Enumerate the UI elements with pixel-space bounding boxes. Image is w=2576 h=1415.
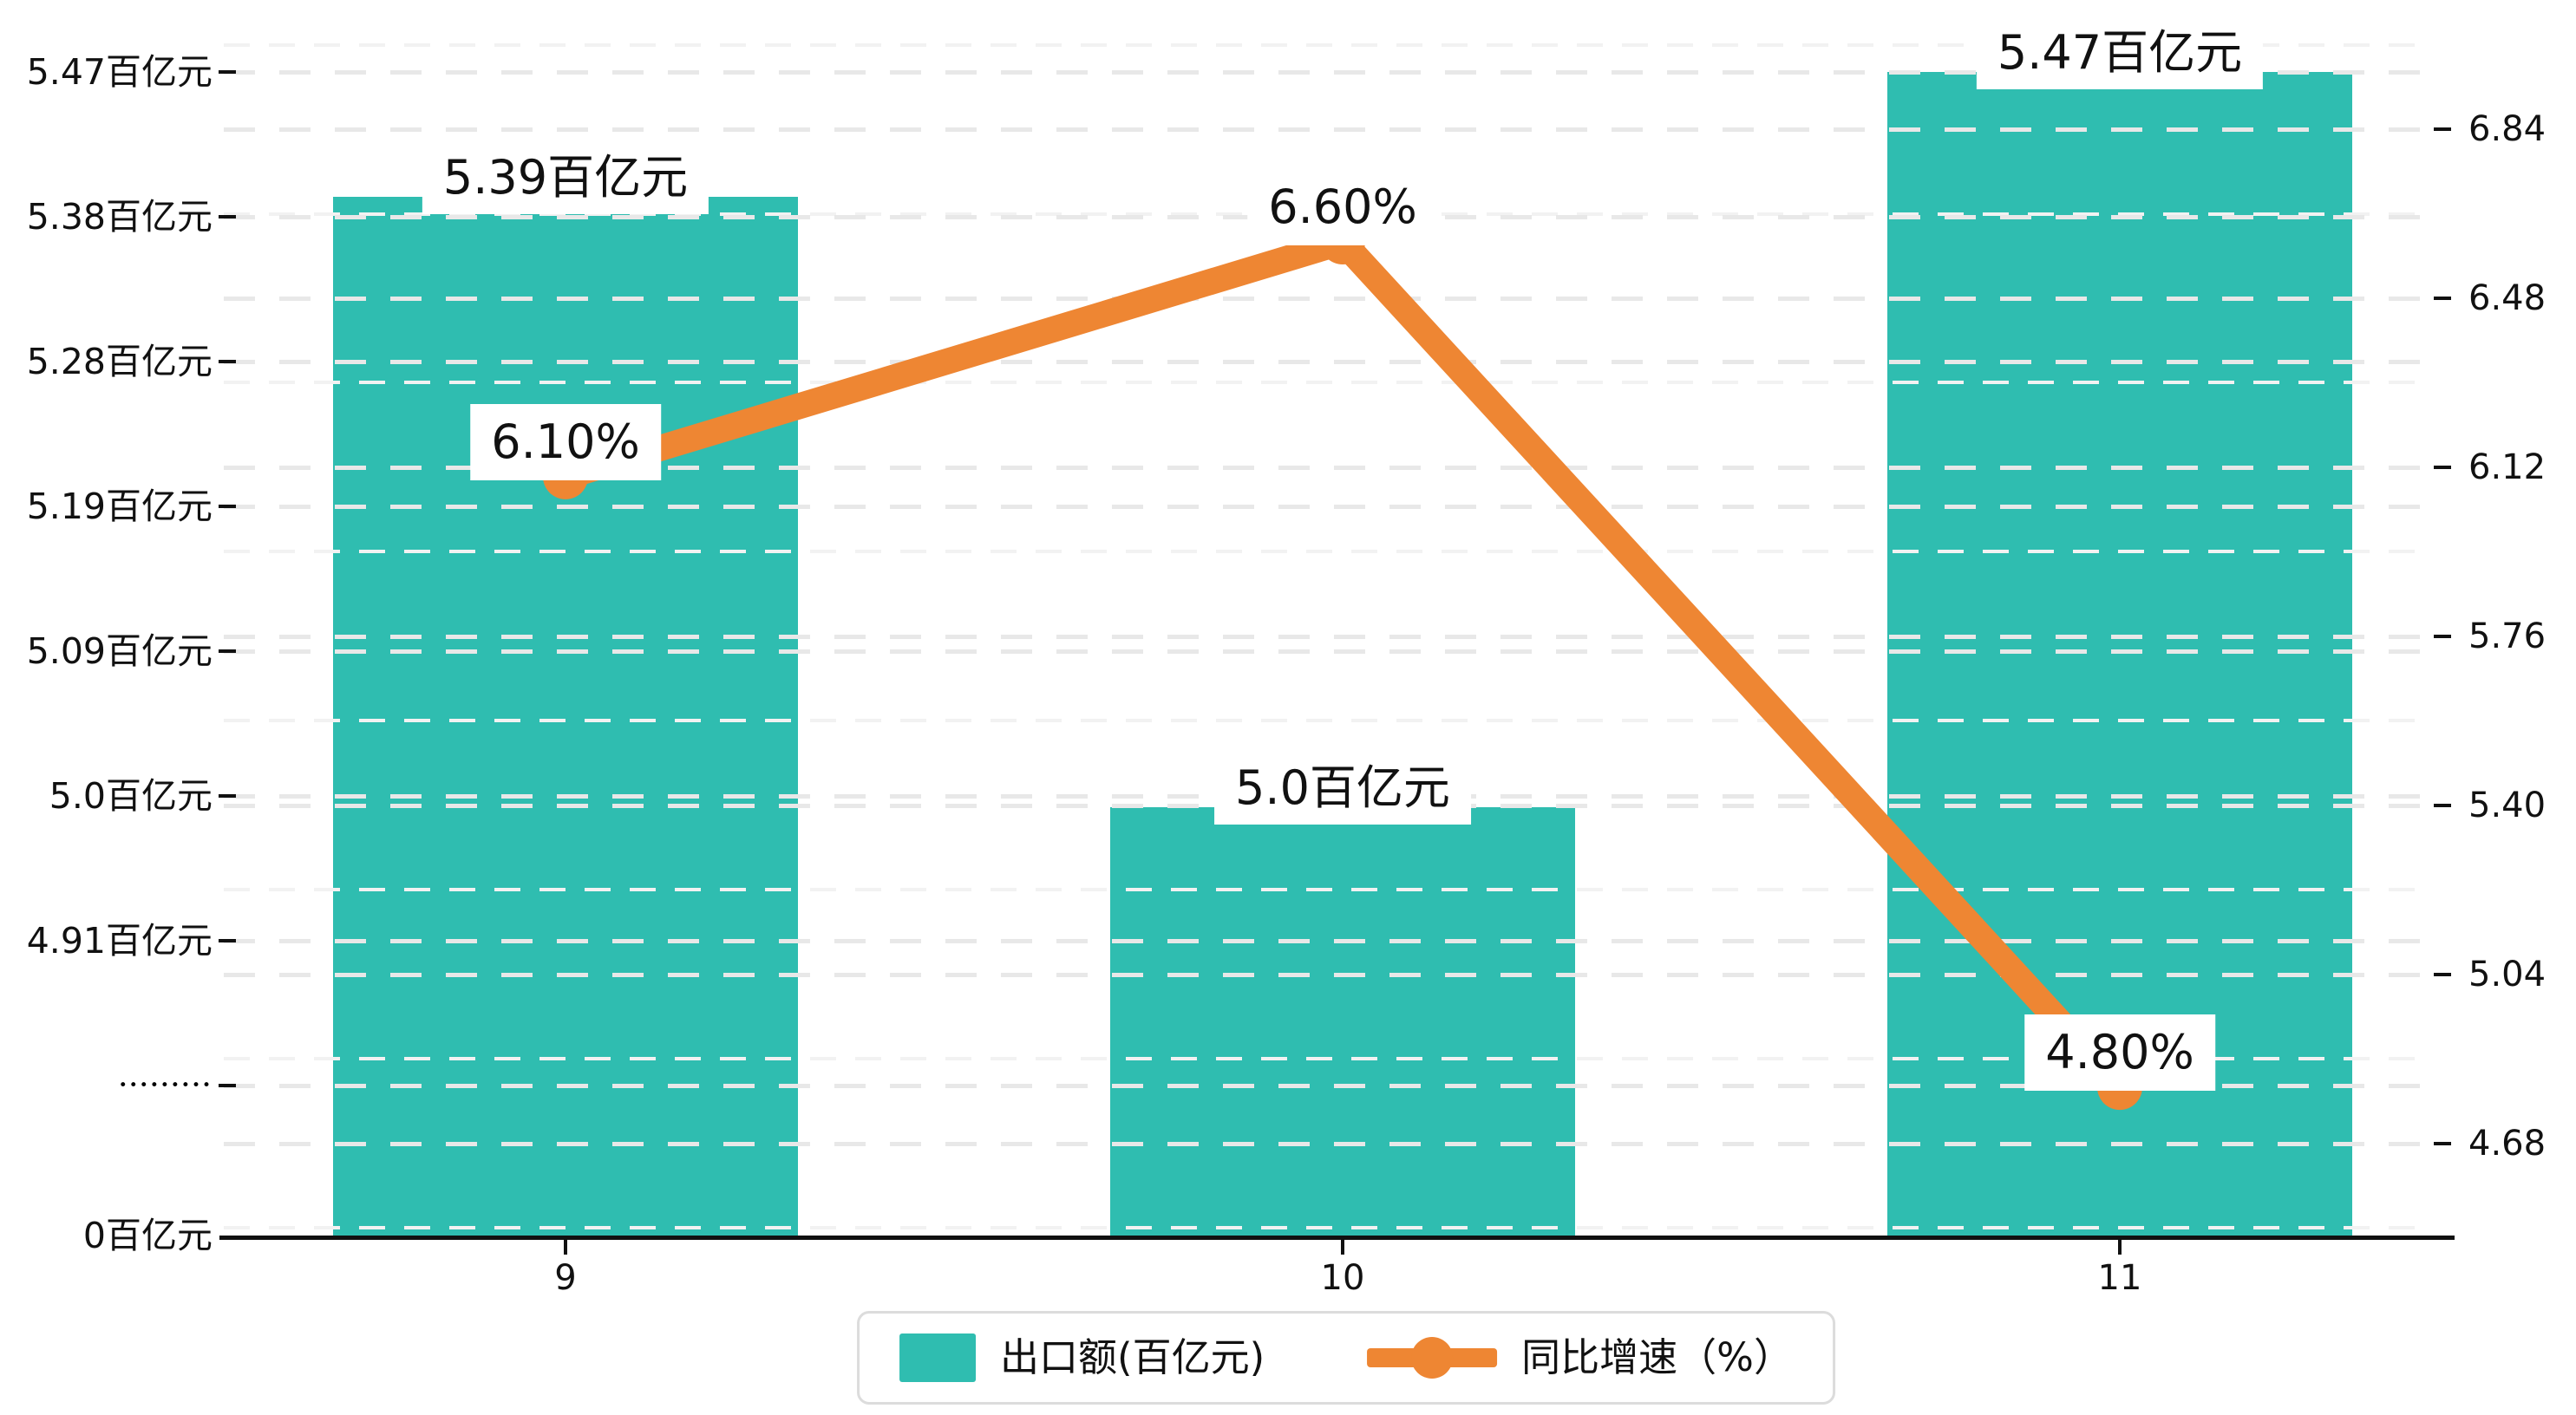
gridline-major <box>224 649 2429 654</box>
x-axis-tick-label: 11 <box>2097 1258 2142 1298</box>
left-axis-tick-label: 5.28百亿元 <box>26 341 212 382</box>
left-axis-break-dots: ••••••••• <box>118 1077 212 1094</box>
right-tick-mark <box>2434 297 2451 300</box>
gridline-minor <box>224 1057 2429 1060</box>
gridline-major <box>224 360 2429 364</box>
right-tick-mark <box>2434 466 2451 469</box>
line-point-label: 6.60% <box>1247 169 1438 245</box>
right-tick-mark <box>2434 973 2451 976</box>
left-tick-mark <box>219 794 236 798</box>
gridline-minor <box>224 550 2429 553</box>
right-axis-tick-label: 6.84 <box>2468 109 2547 149</box>
bar-series-swatch-icon <box>899 1333 977 1382</box>
right-axis-tick-label: 5.76 <box>2468 616 2547 656</box>
right-tick-mark <box>2434 635 2451 638</box>
left-axis-tick-label: 5.47百亿元 <box>26 51 212 93</box>
left-axis-tick-label: 5.38百亿元 <box>26 196 212 238</box>
x-axis-line <box>219 1236 2455 1240</box>
right-axis-tick-label: 6.48 <box>2468 278 2547 318</box>
right-tick-mark <box>2434 127 2451 131</box>
right-tick-mark <box>2434 804 2451 807</box>
gridline-major <box>224 297 2429 301</box>
right-axis-tick-label: 5.04 <box>2468 955 2547 994</box>
legend-label-export: 出口额(百亿元) <box>1000 1334 1265 1380</box>
left-tick-mark <box>219 360 236 363</box>
legend-label-growth: 同比增速（%） <box>1521 1334 1793 1380</box>
gridline-minor <box>224 888 2429 891</box>
x-axis-tick-label: 9 <box>554 1258 577 1298</box>
legend-item-export[interactable]: 出口额(百亿元) <box>899 1333 1265 1383</box>
x-axis-tick-label: 10 <box>1320 1258 1365 1298</box>
left-tick-mark <box>219 215 236 218</box>
bar-value-label: 5.47百亿元 <box>1976 16 2264 89</box>
gridline-minor <box>224 719 2429 722</box>
line-series-marker-icon <box>1367 1333 1498 1382</box>
legend-item-growth[interactable]: 同比增速（%） <box>1367 1333 1793 1383</box>
left-axis-tick-label: 5.0百亿元 <box>49 775 212 817</box>
gridline-minor <box>224 43 2429 47</box>
gridline-major <box>224 505 2429 509</box>
gridline-major <box>224 973 2429 977</box>
left-axis-tick-label: 5.09百亿元 <box>26 630 212 672</box>
gridline-major <box>224 127 2429 132</box>
left-axis-tick-label: 0百亿元 <box>82 1215 212 1256</box>
bar-value-label: 5.0百亿元 <box>1214 752 1471 825</box>
line-point-label: 4.80% <box>2024 1014 2215 1092</box>
left-tick-mark <box>219 70 236 74</box>
line-point-label: 6.10% <box>470 403 661 480</box>
left-tick-mark <box>219 939 236 942</box>
bar-value-label: 5.39百亿元 <box>422 141 709 215</box>
gridline-major <box>224 466 2429 470</box>
x-axis-tick-mark <box>2118 1239 2122 1255</box>
gridline-minor <box>224 381 2429 384</box>
left-tick-mark <box>219 649 236 653</box>
right-axis-tick-label: 5.40 <box>2468 786 2547 825</box>
gridline-major <box>224 1142 2429 1146</box>
legend: 出口额(百亿元) 同比增速（%） <box>857 1311 1835 1405</box>
x-axis-tick-mark <box>1341 1239 1344 1255</box>
bar-month-10 <box>1110 807 1575 1236</box>
gridline-minor <box>224 1226 2429 1229</box>
left-axis-tick-label: 4.91百亿元 <box>26 920 212 962</box>
gridline-major <box>224 939 2429 943</box>
left-axis-tick-label: 5.19百亿元 <box>26 486 212 527</box>
right-tick-mark <box>2434 1142 2451 1145</box>
gridline-major <box>224 1084 2429 1088</box>
left-tick-mark <box>219 1084 236 1087</box>
right-axis-tick-label: 6.12 <box>2468 447 2547 487</box>
bar-month-9 <box>333 197 798 1236</box>
gridline-major <box>224 70 2429 75</box>
x-axis-tick-mark <box>564 1239 567 1255</box>
gridline-major <box>224 635 2429 639</box>
right-axis-tick-label: 4.68 <box>2468 1124 2547 1164</box>
left-tick-mark <box>219 505 236 508</box>
